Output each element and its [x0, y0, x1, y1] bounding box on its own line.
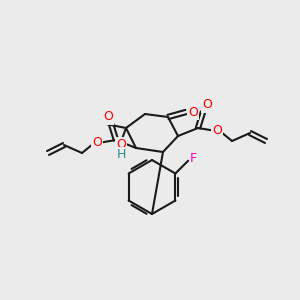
Text: O: O: [116, 137, 126, 151]
Text: O: O: [202, 98, 212, 112]
Text: O: O: [103, 110, 113, 124]
Text: F: F: [190, 152, 197, 165]
Text: O: O: [188, 106, 198, 118]
Text: H: H: [116, 148, 126, 160]
Text: O: O: [212, 124, 222, 137]
Text: O: O: [92, 136, 102, 149]
